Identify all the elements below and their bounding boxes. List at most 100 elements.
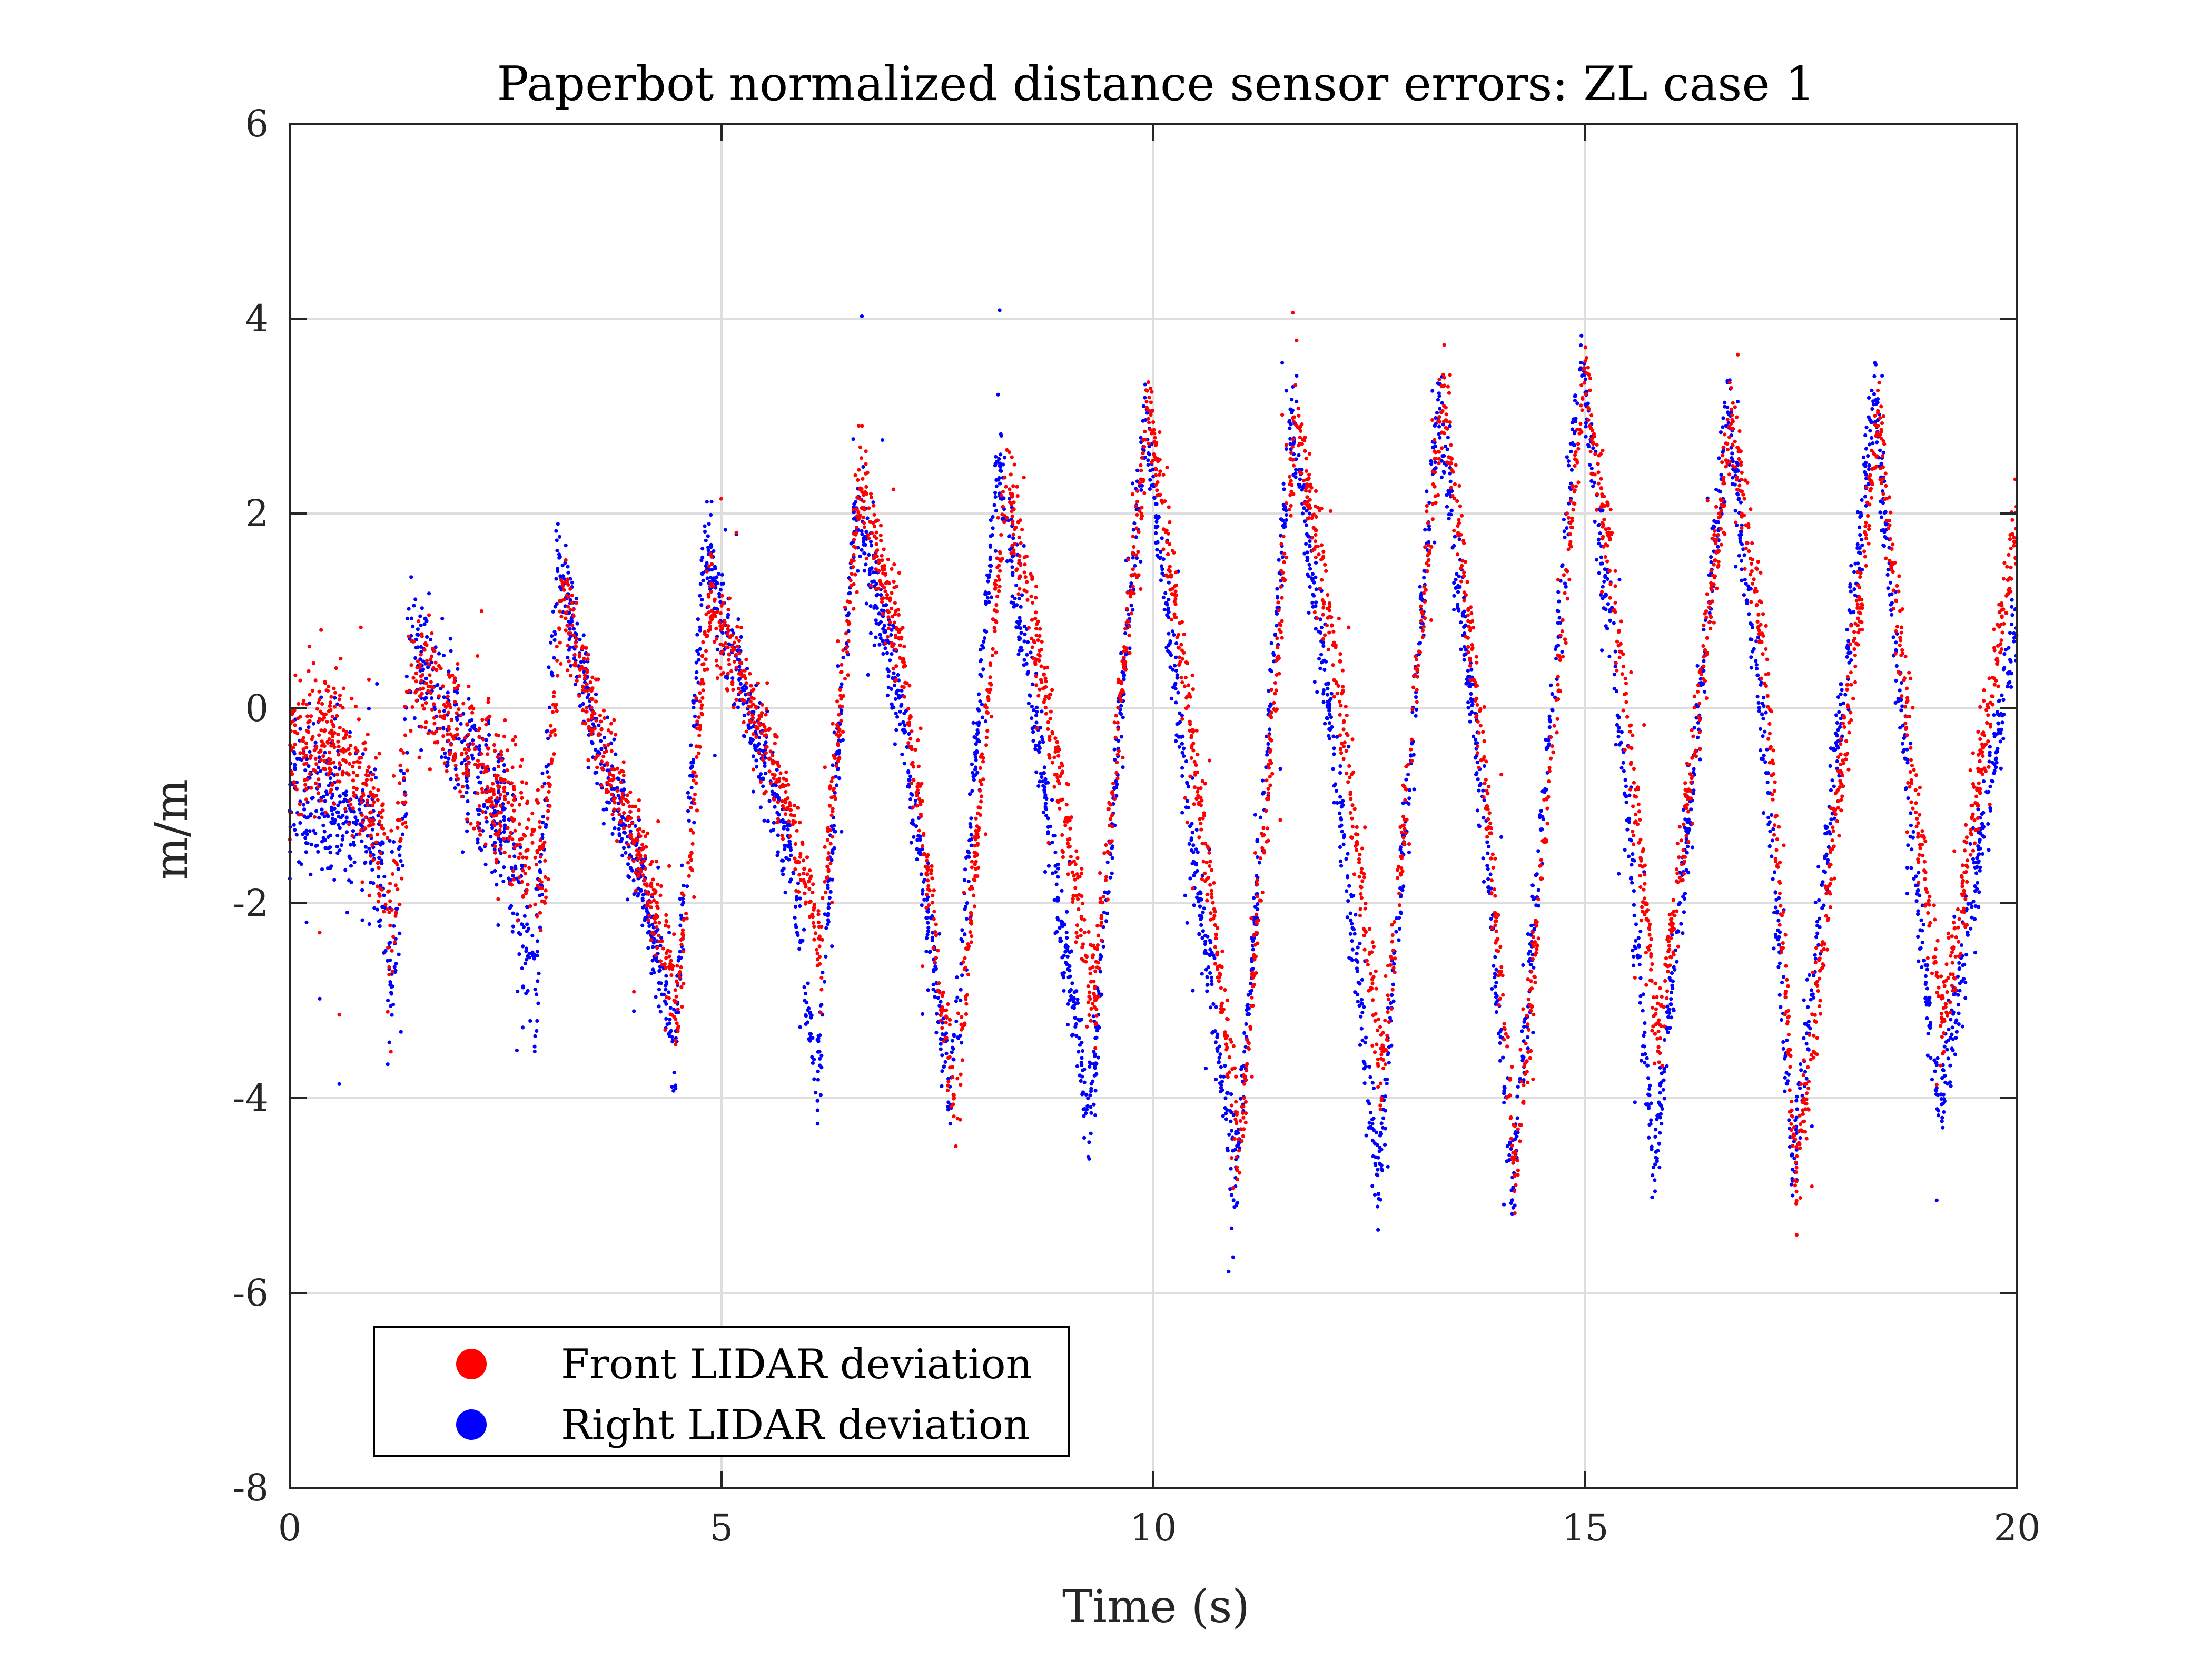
- data-point: [783, 891, 787, 895]
- data-point: [1178, 711, 1182, 715]
- data-point: [1211, 1030, 1216, 1034]
- data-point: [1987, 759, 1991, 764]
- data-point: [1914, 883, 1918, 887]
- data-point: [1978, 868, 1982, 873]
- data-point: [578, 637, 582, 641]
- data-point: [990, 595, 994, 599]
- data-point: [1736, 400, 1740, 404]
- data-point: [1654, 1156, 1658, 1160]
- data-point: [466, 786, 470, 790]
- data-point: [1311, 594, 1316, 598]
- data-point: [1322, 722, 1327, 726]
- data-point: [1252, 936, 1256, 940]
- data-point: [1350, 939, 1354, 943]
- data-point: [1356, 945, 1360, 950]
- data-point: [1387, 1061, 1391, 1065]
- data-point: [872, 643, 876, 647]
- data-point: [1754, 659, 1758, 663]
- data-point: [713, 565, 717, 569]
- data-point: [898, 722, 902, 726]
- data-point: [360, 824, 364, 828]
- data-point: [1081, 1090, 1085, 1094]
- data-point: [1920, 940, 1924, 945]
- data-point: [1959, 943, 1964, 947]
- data-point: [1243, 1120, 1248, 1124]
- data-point: [1168, 641, 1172, 646]
- data-point: [1481, 788, 1485, 793]
- data-point: [1211, 953, 1216, 957]
- data-point: [701, 578, 705, 582]
- data-point: [1954, 1036, 1958, 1040]
- data-point: [341, 822, 345, 826]
- data-point: [1362, 1081, 1367, 1085]
- data-point: [1871, 402, 1876, 407]
- data-point: [1017, 597, 1021, 601]
- data-point: [1579, 361, 1583, 365]
- data-point: [422, 697, 427, 701]
- data-point: [1929, 1056, 1933, 1060]
- data-point: [1105, 911, 1109, 915]
- data-point: [972, 778, 976, 782]
- data-point: [1308, 489, 1312, 493]
- data-point: [1383, 1078, 1387, 1082]
- data-point: [1798, 1136, 1802, 1140]
- data-point: [925, 916, 929, 920]
- data-point: [1749, 655, 1753, 659]
- data-point: [1229, 1119, 1233, 1123]
- data-point: [1853, 664, 1858, 668]
- data-point: [336, 811, 340, 815]
- data-point: [1743, 577, 1747, 582]
- data-point: [877, 611, 881, 616]
- data-point: [1958, 989, 1962, 993]
- data-point: [615, 786, 619, 790]
- data-point: [1536, 849, 1540, 853]
- data-point: [1468, 684, 1473, 688]
- data-point: [1003, 456, 1007, 460]
- data-point: [1146, 458, 1150, 462]
- data-point: [1632, 954, 1636, 959]
- data-point: [1755, 673, 1760, 677]
- data-point: [1475, 741, 1479, 745]
- data-point: [1945, 1048, 1949, 1052]
- data-point: [1632, 889, 1636, 893]
- data-point: [1019, 631, 1023, 635]
- data-point: [1617, 743, 1622, 747]
- data-point: [1463, 631, 1467, 636]
- data-point: [1268, 727, 1272, 732]
- data-point: [1638, 994, 1643, 998]
- data-point: [1419, 594, 1423, 598]
- data-point: [1977, 890, 1981, 894]
- data-point: [1051, 834, 1055, 838]
- data-point: [1056, 866, 1060, 871]
- data-point: [1482, 798, 1486, 802]
- data-point: [302, 807, 307, 812]
- data-point: [692, 705, 696, 710]
- data-point: [954, 1019, 959, 1023]
- data-point: [586, 718, 590, 722]
- data-point: [1957, 1022, 1961, 1026]
- data-point: [1351, 927, 1356, 932]
- data-point: [766, 819, 770, 823]
- data-point: [1196, 850, 1200, 854]
- data-point: [975, 750, 979, 754]
- data-point: [377, 856, 381, 860]
- data-point: [738, 682, 743, 686]
- data-point: [657, 1004, 661, 1009]
- data-point: [557, 552, 561, 557]
- data-point: [1890, 592, 1894, 596]
- data-point: [308, 749, 312, 754]
- data-point: [1583, 377, 1587, 381]
- data-point: [1593, 519, 1597, 524]
- data-point: [590, 675, 595, 679]
- data-point: [997, 476, 1001, 480]
- data-point: [880, 608, 884, 613]
- data-point: [1920, 829, 1924, 833]
- data-point: [917, 851, 921, 855]
- data-point: [1295, 399, 1299, 404]
- data-point: [965, 854, 970, 858]
- data-point: [1366, 1099, 1370, 1103]
- data-point: [1205, 989, 1209, 993]
- data-point: [609, 749, 614, 753]
- data-point: [1845, 655, 1849, 659]
- data-point: [361, 752, 365, 756]
